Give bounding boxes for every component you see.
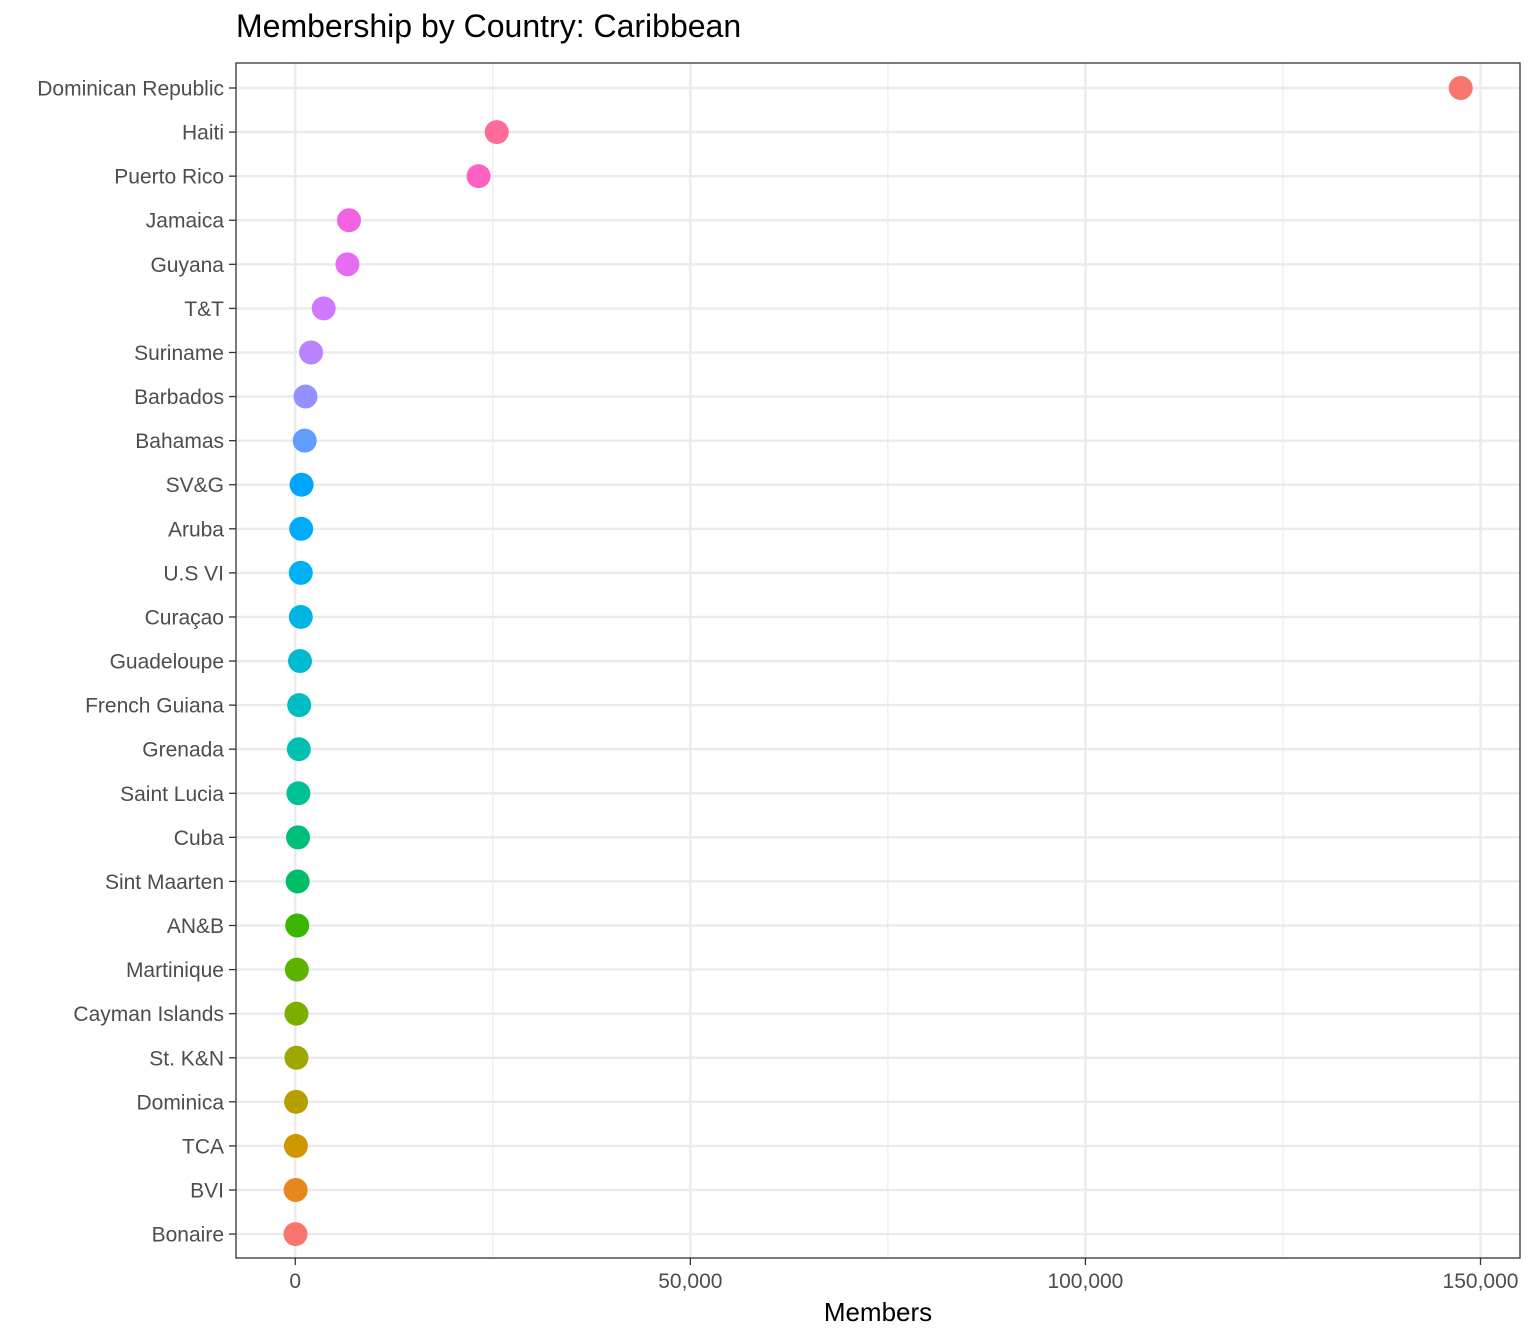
y-tick-label: Grenada (142, 739, 224, 762)
y-tick-label: BVI (190, 1180, 224, 1203)
y-tick-label: TCA (182, 1135, 224, 1158)
data-point (484, 120, 509, 145)
x-tick-label: 100,000 (1047, 1270, 1123, 1293)
data-point (288, 649, 313, 674)
data-point (286, 737, 311, 762)
data-point (283, 1178, 308, 1202)
y-tick-label: Sint Maarten (105, 871, 224, 894)
y-tick-label: Suriname (134, 342, 224, 365)
data-point (284, 1001, 309, 1026)
y-tick-label: Bahamas (135, 430, 224, 453)
data-point (284, 957, 309, 982)
data-point (293, 384, 318, 409)
y-axis: Dominican Republic Haiti Puerto Rico Jamaic… (37, 78, 236, 1247)
y-tick-label: Barbados (134, 386, 224, 409)
data-point (292, 428, 317, 453)
x-tick-label: 150,000 (1443, 1270, 1519, 1293)
y-tick-label: Puerto Rico (114, 166, 224, 189)
y-tick-label: Curaçao (145, 606, 224, 629)
y-tick-label: Haiti (182, 122, 224, 145)
data-points (283, 76, 1473, 1247)
data-point (284, 1045, 309, 1070)
data-point (466, 164, 491, 189)
x-axis: 0 50,000 100,000 150,000 (289, 1258, 1518, 1293)
data-point (283, 1133, 308, 1158)
data-point (283, 1222, 308, 1247)
y-tick-label: Guadeloupe (110, 651, 224, 674)
data-point (289, 516, 314, 541)
y-tick-label: U.S VI (163, 562, 224, 585)
data-point (288, 604, 313, 629)
grid-lines (236, 63, 1520, 1258)
data-point (284, 1089, 309, 1114)
y-tick-label: SV&G (166, 474, 224, 497)
data-point (311, 296, 336, 321)
y-tick-label: Dominican Republic (37, 78, 224, 101)
y-tick-label: Jamaica (146, 210, 225, 233)
y-tick-label: Saint Lucia (120, 783, 224, 806)
y-tick-label: St. K&N (149, 1047, 224, 1070)
data-point (288, 560, 313, 585)
data-point (1448, 76, 1473, 100)
data-point (287, 693, 312, 718)
data-point (285, 869, 310, 894)
y-tick-label: Aruba (168, 518, 224, 541)
x-tick-label: 50,000 (658, 1270, 722, 1293)
data-point (289, 472, 314, 497)
chart-title: Membership by Country: Caribbean (236, 8, 742, 44)
data-point (335, 252, 360, 277)
y-tick-label: AN&B (167, 915, 224, 938)
y-tick-label: Martinique (126, 959, 224, 982)
data-point (286, 781, 311, 806)
y-tick-label: Guyana (150, 254, 224, 277)
y-tick-label: Dominica (136, 1091, 224, 1114)
x-axis-label: Members (823, 1297, 933, 1327)
data-point (286, 825, 311, 850)
data-point (285, 913, 310, 938)
x-tick-label: 0 (289, 1270, 301, 1293)
data-point (336, 208, 361, 233)
y-tick-label: Cuba (174, 827, 225, 850)
y-tick-label: T&T (184, 298, 224, 321)
y-tick-label: French Guiana (85, 695, 224, 718)
y-tick-label: Bonaire (152, 1224, 224, 1247)
data-point (299, 340, 324, 365)
y-tick-label: Cayman Islands (73, 1003, 224, 1026)
